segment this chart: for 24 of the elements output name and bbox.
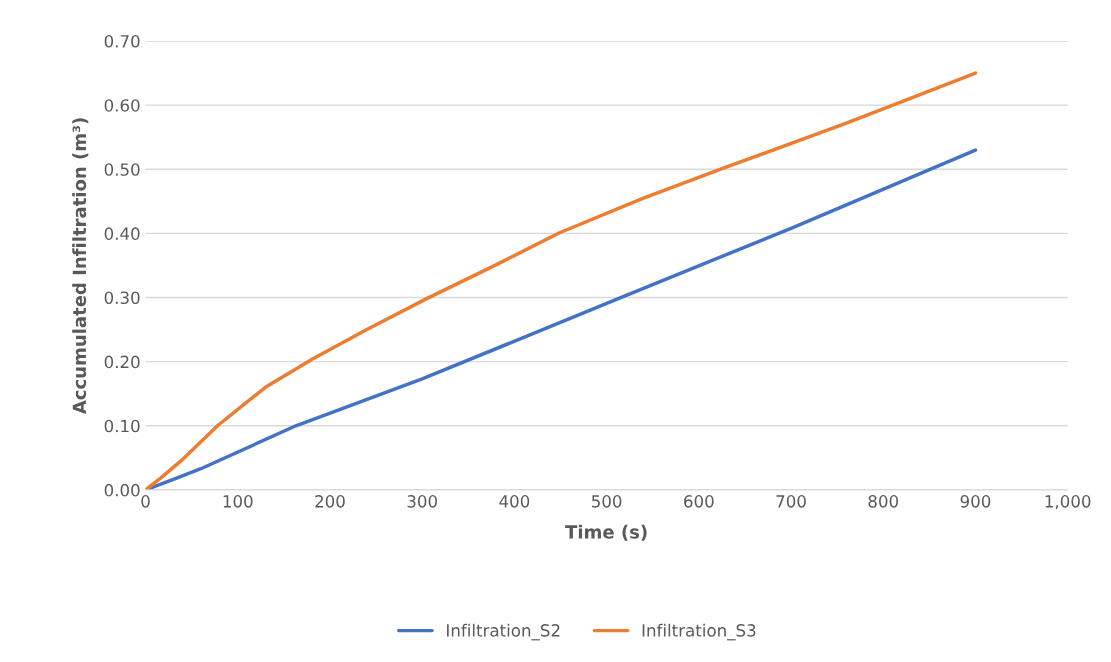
x-tick-label: 400: [499, 495, 530, 508]
y-tick-label: 0.20: [104, 355, 140, 369]
x-tick-label: 700: [776, 495, 806, 508]
y-tick-label: 0.00: [104, 483, 140, 497]
y-tick-label: 0.70: [104, 35, 140, 48]
legend-label: Infiltration_S3: [642, 623, 756, 641]
x-tick-label: 1,000: [1045, 495, 1091, 510]
y-tick-label: 0.40: [104, 227, 140, 240]
x-tick-label: 200: [315, 495, 345, 508]
x-tick-label: 0: [141, 495, 150, 508]
x-tick-label: 600: [684, 495, 714, 508]
y-tick-label: 0.10: [104, 419, 140, 433]
y-axis-title: Accumulated Infiltration (m³): [72, 118, 89, 415]
y-tick-label: 0.50: [104, 163, 140, 176]
x-tick-label: 800: [868, 495, 899, 508]
x-tick-label: 100: [223, 495, 253, 508]
x-axis-title: Time (s): [565, 524, 647, 541]
y-tick-label: 0.30: [104, 291, 140, 305]
x-tick-label: 500: [591, 495, 622, 508]
line-series: [145, 71, 978, 490]
x-tick-label: 900: [960, 495, 991, 508]
legend-label: Infiltration_S2: [447, 623, 560, 641]
y-tick-label: 0.60: [104, 99, 140, 112]
x-tick-label: 300: [407, 495, 437, 508]
